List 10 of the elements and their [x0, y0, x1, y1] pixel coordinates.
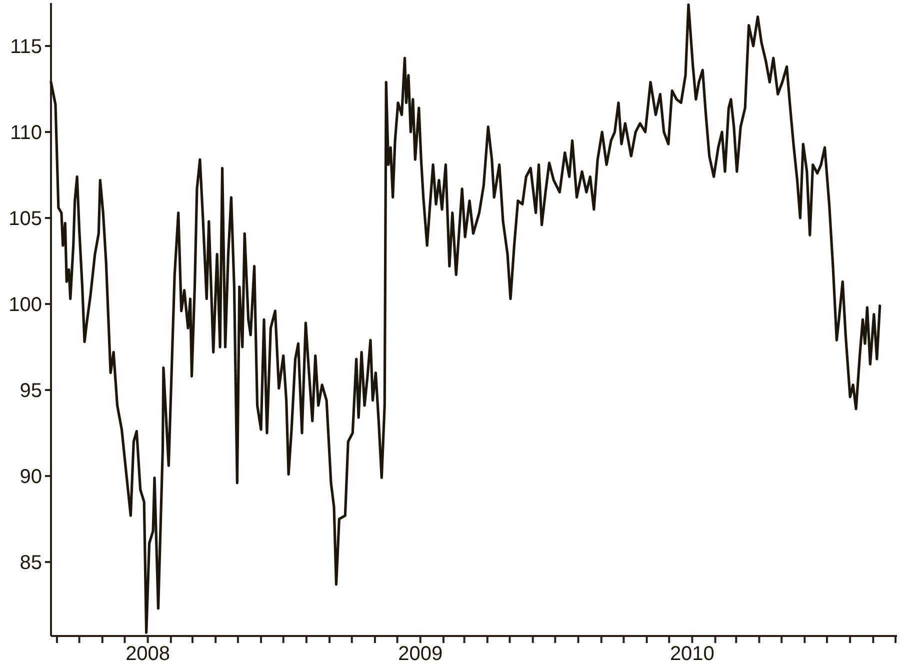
- x-tick-label: 2009: [398, 643, 443, 665]
- y-tick-label: 110: [10, 122, 42, 144]
- y-tick-label: 100: [8, 294, 42, 316]
- x-tick-label: 2008: [126, 643, 170, 665]
- y-tick-label: 115: [10, 36, 42, 58]
- y-tick-label: 90: [20, 466, 42, 488]
- y-tick-label: 95: [20, 380, 42, 402]
- y-tick-label: 105: [8, 208, 42, 230]
- y-tick-label: 85: [20, 552, 42, 574]
- x-tick-label: 2010: [670, 643, 714, 665]
